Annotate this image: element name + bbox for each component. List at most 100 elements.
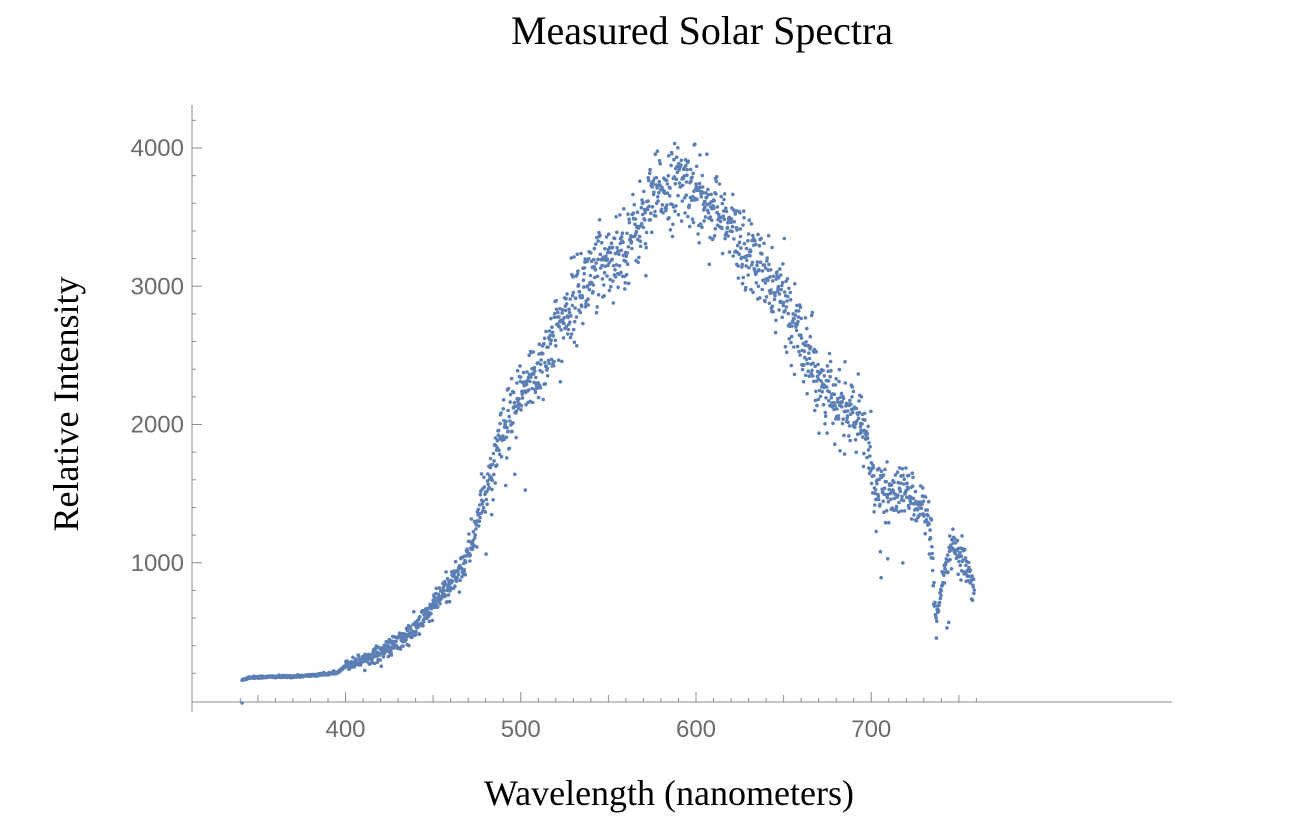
data-point — [751, 233, 755, 238]
data-point — [842, 452, 847, 456]
data-point — [730, 224, 735, 229]
data-point — [605, 250, 610, 255]
y-tick-label: 3000 — [131, 273, 184, 300]
data-point — [856, 416, 861, 421]
data-point — [568, 335, 573, 340]
data-point — [783, 344, 788, 349]
data-point — [722, 192, 727, 196]
data-point — [857, 410, 862, 415]
data-point — [482, 485, 487, 489]
data-point — [970, 574, 974, 578]
data-point — [866, 424, 870, 429]
data-point — [562, 321, 566, 326]
data-point — [883, 467, 887, 472]
data-point — [667, 216, 671, 220]
data-point — [956, 572, 960, 576]
data-point — [721, 209, 726, 213]
data-point — [438, 601, 442, 606]
data-point — [655, 149, 660, 153]
data-point — [762, 241, 766, 246]
data-point — [672, 157, 676, 162]
data-point — [850, 385, 855, 389]
data-point — [579, 251, 583, 256]
data-point — [803, 343, 807, 348]
data-point — [493, 481, 498, 485]
data-point — [966, 560, 971, 565]
data-point — [872, 510, 876, 514]
data-point — [626, 212, 630, 216]
data-point — [723, 236, 727, 241]
data-point — [551, 334, 556, 338]
data-point — [519, 404, 524, 408]
data-point — [703, 205, 707, 210]
data-point — [474, 527, 478, 531]
data-point — [909, 501, 913, 506]
data-point — [789, 334, 794, 339]
data-point — [780, 283, 784, 288]
data-point — [829, 368, 833, 373]
data-point — [959, 578, 963, 582]
data-point — [560, 311, 564, 315]
data-point — [443, 594, 448, 598]
data-point — [648, 218, 653, 222]
data-point — [738, 210, 742, 215]
data-point — [700, 173, 705, 178]
data-point — [702, 219, 706, 223]
data-point — [698, 153, 702, 157]
data-point — [959, 569, 964, 573]
data-point — [939, 589, 944, 593]
data-point — [530, 386, 535, 391]
data-point — [697, 181, 702, 186]
data-point — [806, 369, 810, 374]
data-point — [542, 336, 547, 341]
data-point — [854, 421, 858, 426]
data-point — [760, 287, 764, 292]
data-point — [606, 232, 611, 236]
data-point — [760, 269, 765, 273]
data-point — [575, 272, 580, 276]
data-point — [779, 287, 783, 292]
data-point — [745, 258, 749, 263]
data-point — [706, 193, 711, 197]
data-point — [496, 433, 501, 438]
data-point — [468, 559, 472, 563]
data-point — [492, 459, 496, 463]
data-point — [476, 507, 481, 512]
data-point — [536, 360, 540, 365]
data-point — [646, 199, 650, 203]
data-point — [807, 351, 811, 355]
data-point — [611, 279, 615, 283]
data-point — [714, 174, 719, 179]
data-point — [574, 315, 579, 319]
data-point — [507, 414, 512, 419]
data-point — [767, 301, 772, 306]
data-point — [756, 232, 760, 237]
data-point — [763, 266, 768, 270]
data-point — [964, 563, 968, 568]
data-point — [736, 276, 741, 280]
data-point — [600, 263, 604, 268]
data-point — [578, 310, 583, 315]
data-point — [642, 207, 647, 212]
data-point — [665, 203, 669, 207]
data-point — [840, 399, 844, 404]
data-point — [695, 197, 699, 202]
data-point — [712, 198, 716, 203]
data-point — [905, 481, 909, 486]
data-point — [829, 395, 834, 400]
data-point — [643, 210, 647, 215]
data-point — [511, 421, 515, 425]
data-point — [675, 170, 680, 175]
data-point — [750, 260, 755, 265]
data-point — [866, 448, 871, 452]
data-point — [826, 379, 831, 383]
data-point — [853, 425, 857, 430]
data-point — [885, 557, 890, 561]
data-point — [633, 222, 637, 227]
data-point — [741, 223, 745, 227]
data-point — [581, 321, 585, 326]
data-point — [762, 263, 767, 267]
data-point — [907, 473, 911, 478]
data-point — [552, 359, 556, 364]
data-point — [848, 398, 852, 403]
